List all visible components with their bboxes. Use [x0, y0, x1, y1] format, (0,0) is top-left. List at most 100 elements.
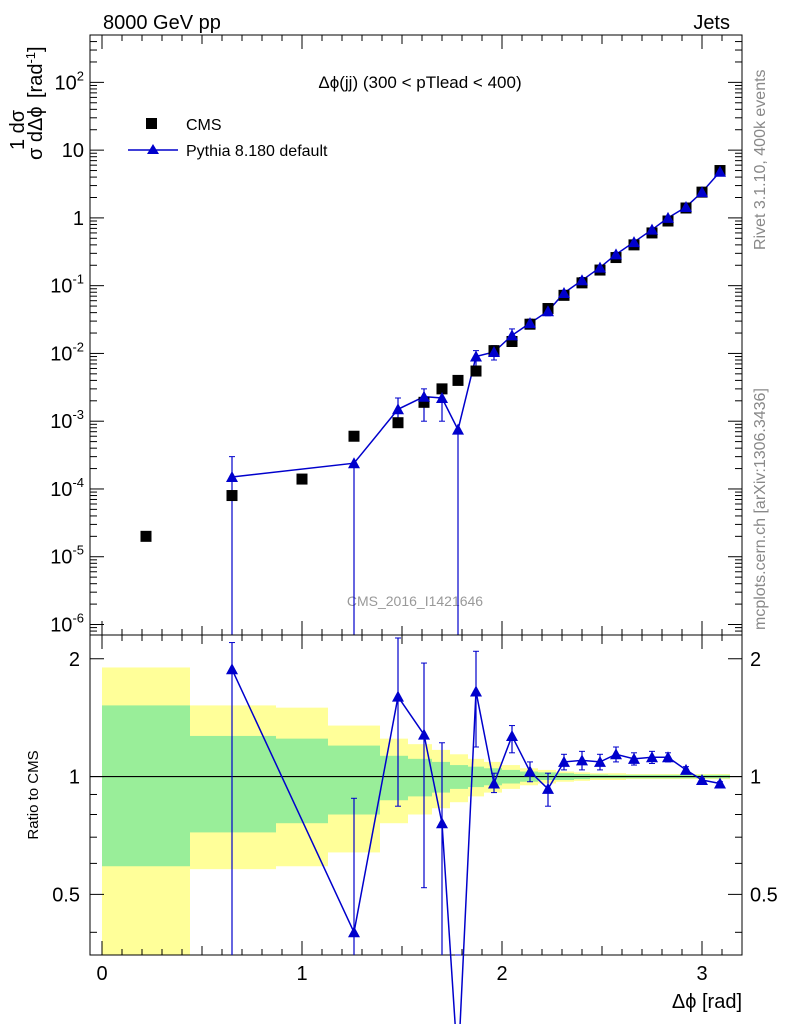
cms-point — [470, 365, 482, 377]
ratio-point — [646, 751, 658, 763]
pythia-point — [714, 165, 726, 177]
ratio-y-tick-label-right: 1 — [750, 767, 761, 789]
pythia-point — [348, 457, 360, 469]
y-tick-label-base: 10 — [55, 72, 77, 94]
pythia-point — [680, 200, 692, 212]
y-tick-label-base: 10 — [50, 343, 72, 365]
y-tick-label-main: 10 — [62, 140, 84, 162]
y-tick-label-main: 10-1 — [50, 272, 84, 298]
watermark: CMS_2016_I1421646 — [347, 593, 483, 609]
legend: CMS Pythia 8.180 default — [128, 117, 328, 160]
pythia-point — [610, 248, 622, 260]
ratio-point — [542, 782, 554, 794]
uncertainty-band-inner — [432, 761, 450, 793]
legend-marker-cms — [146, 118, 157, 129]
y-tick-label-main: 10-2 — [50, 339, 84, 365]
uncertainty-band-inner — [102, 705, 190, 867]
cms-point — [296, 473, 308, 485]
ratio-point — [348, 926, 360, 938]
y-tick-label-exponent: -2 — [72, 339, 84, 354]
y-tick-label-exponent: -3 — [72, 407, 84, 422]
ratio-point — [558, 755, 570, 767]
x-label: Δϕ [rad] — [672, 991, 742, 1013]
legend-marker-pythia — [147, 144, 159, 154]
pythia-point — [470, 350, 482, 362]
y-tick-label-exponent: -6 — [72, 611, 84, 626]
ratio-point — [470, 685, 482, 697]
x-tick-label: 0 — [96, 963, 107, 985]
ratio-point — [610, 748, 622, 760]
legend-label-pythia: Pythia 8.180 default — [186, 143, 328, 160]
y-tick-label-base: 10 — [50, 615, 72, 637]
y-label-unit-close: ] — [25, 46, 47, 52]
x-tick-label: 2 — [496, 963, 507, 985]
side-label-bottom: mcplots.cern.ch [arXiv:1306.3436] — [752, 388, 769, 630]
ratio-point — [488, 777, 500, 789]
ratio-point — [594, 755, 606, 767]
ratio-point — [662, 751, 674, 763]
y-tick-label-exponent: -5 — [72, 543, 84, 558]
pythia-point — [646, 223, 658, 235]
pythia-point — [594, 261, 606, 273]
y-tick-label-main: 10-5 — [50, 543, 84, 569]
ratio-y-tick-label-left: 0.5 — [52, 884, 80, 906]
pythia-point — [628, 236, 640, 248]
y-label-main-unit: [rad-1] — [23, 46, 47, 98]
ratio-point — [680, 763, 692, 775]
x-tick-label: 3 — [696, 963, 707, 985]
y-tick-label-base: 10 — [50, 479, 72, 501]
ratio-point — [392, 690, 404, 702]
y-label-unit-exp: -1 — [23, 52, 38, 64]
ratio-point — [576, 754, 588, 766]
cms-point — [506, 336, 518, 348]
cms-point — [452, 374, 464, 386]
y-tick-label-main: 10-3 — [50, 407, 84, 433]
cms-point — [418, 396, 430, 408]
pythia-point — [576, 274, 588, 286]
ratio-y-tick-label-right: 0.5 — [750, 884, 778, 906]
x-tick-label: 1 — [296, 963, 307, 985]
pythia-line — [231, 171, 721, 478]
uncertainty-band-inner — [380, 755, 408, 801]
chart-title: Δϕ(jj) (300 < pTlead < 400) — [318, 73, 521, 92]
ratio-point — [524, 765, 536, 777]
y-tick-label-exponent: -4 — [72, 475, 84, 490]
legend-label-cms: CMS — [186, 117, 222, 134]
y-tick-label-exponent: -1 — [72, 272, 84, 287]
cms-point — [348, 430, 360, 442]
uncertainty-band-inner — [408, 758, 432, 797]
pythia-point — [436, 391, 448, 403]
y-tick-label-base: 10 — [50, 547, 72, 569]
ratio-frame — [89, 634, 743, 956]
y-label-main-numerator: 1 dσ — [7, 109, 29, 150]
ratio-point — [436, 817, 448, 829]
y-label-unit-base: [rad — [25, 64, 47, 98]
y-label-main-denominator: σ dΔϕ — [25, 106, 47, 160]
ratio-point — [226, 663, 238, 675]
ratio-plot-area: 0.5 0.5 1 1 2 2 0 1 2 3 — [52, 634, 778, 1024]
pythia-point — [488, 345, 500, 357]
pythia-point — [542, 305, 554, 317]
y-tick-label-main: 1 — [73, 208, 84, 230]
cms-point — [436, 383, 448, 395]
pythia-point — [506, 329, 518, 341]
y-tick-label-main: 10-4 — [50, 475, 84, 501]
header-right: Jets — [693, 12, 730, 34]
ratio-point — [696, 773, 708, 785]
y-tick-label-base: 10 — [50, 411, 72, 433]
y-tick-label-main: 10-6 — [50, 611, 84, 637]
y-tick-label-exponent: 2 — [77, 68, 84, 83]
ratio-point — [628, 752, 640, 764]
ratio-panel: Ratio to CMS Δϕ [rad] 0.5 0.5 1 1 2 2 0 1 2 3 — [25, 634, 778, 1024]
side-label-top: Rivet 3.1.10, 400k events — [752, 69, 769, 250]
uncertainty-band-inner — [276, 738, 328, 824]
pythia-point — [392, 403, 404, 415]
pythia-point — [226, 471, 238, 483]
ratio-point — [714, 777, 726, 789]
pythia-point — [696, 186, 708, 198]
ratio-point — [506, 729, 518, 741]
y-tick-label-main: 102 — [55, 68, 84, 94]
ratio-y-tick-label-right: 2 — [750, 649, 761, 671]
